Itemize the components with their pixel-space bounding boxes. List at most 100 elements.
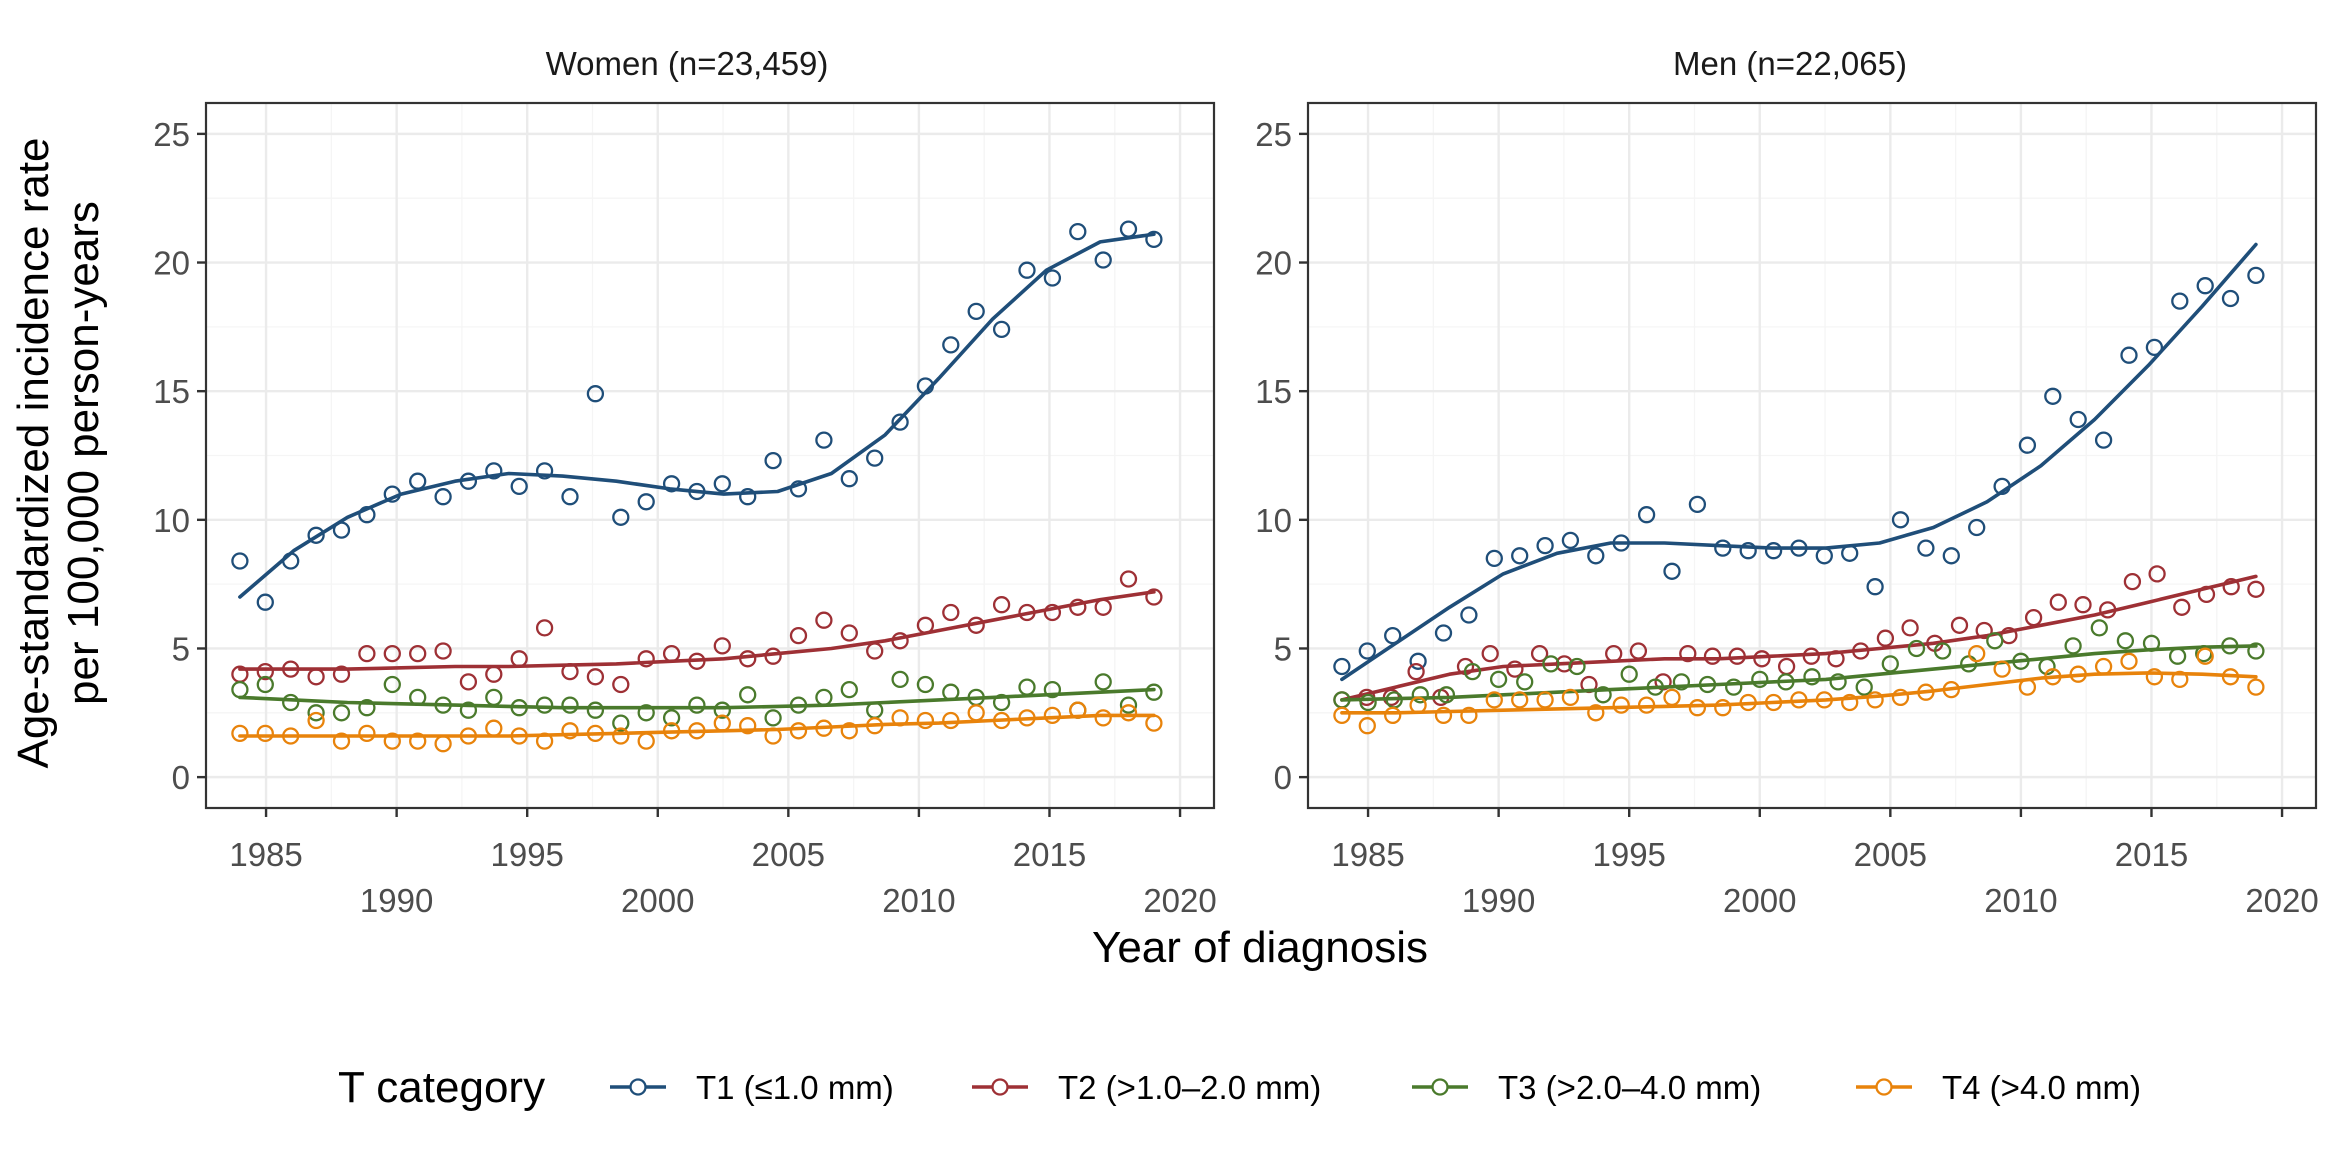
trend-line-women-t3	[238, 687, 1156, 710]
data-point-men-t3	[2116, 632, 2135, 650]
data-point-men-t3	[1803, 668, 1821, 686]
legend: T category T1 (≤1.0 mm) T2 (>1.0–2.0 mm) T…	[338, 1063, 2141, 1112]
data-point-women-t3	[637, 704, 655, 722]
data-point-women-t1	[815, 431, 833, 449]
data-point-women-t1	[459, 472, 478, 490]
data-point-men-t3	[1516, 673, 1534, 691]
data-point-women-t1	[764, 451, 782, 470]
data-point-women-t4	[307, 711, 325, 730]
data-point-women-t4	[256, 724, 274, 743]
data-point-men-t3	[1568, 657, 1586, 676]
x-tick-label: 1985	[1331, 836, 1404, 873]
data-point-men-t2	[1506, 660, 1524, 678]
data-point-women-t4	[1094, 709, 1112, 727]
data-point-men-t4	[2171, 670, 2189, 689]
data-point-men-t4	[1866, 691, 1884, 709]
x-tick-label: 1995	[1592, 836, 1665, 873]
data-point-women-t2	[1145, 588, 1163, 606]
data-point-men-t4	[1942, 680, 1960, 699]
data-point-women-t4	[1018, 709, 1036, 727]
data-point-men-t1	[1460, 606, 1478, 624]
data-point-women-t1	[510, 477, 528, 496]
data-point-men-t3	[1620, 665, 1638, 683]
data-point-men-t4	[1561, 688, 1580, 707]
data-point-men-t4	[1993, 660, 2011, 678]
data-point-men-t1	[1942, 547, 1960, 565]
data-point-women-t4	[282, 727, 300, 745]
data-point-women-t1	[535, 462, 554, 480]
data-point-women-t4	[789, 722, 808, 740]
data-point-women-t2	[662, 644, 681, 663]
data-point-men-t1	[2145, 338, 2164, 357]
data-point-women-t2	[282, 660, 300, 678]
data-point-women-t3	[1018, 678, 1036, 696]
data-point-women-t1	[358, 506, 376, 524]
data-point-men-t1	[1358, 642, 1376, 660]
data-point-men-t4	[1333, 706, 1351, 725]
data-point-men-t2	[2123, 572, 2142, 591]
data-point-women-t3	[688, 696, 706, 714]
data-point-women-t3	[891, 670, 909, 689]
data-point-women-t3	[942, 683, 960, 701]
data-point-men-t4	[1536, 691, 1554, 709]
data-point-men-t4	[1739, 693, 1757, 712]
data-point-women-t2	[1069, 598, 1087, 616]
data-point-women-t1	[637, 493, 655, 511]
data-point-men-t3	[1881, 655, 1899, 673]
data-point-women-t1	[662, 475, 681, 493]
data-point-men-t2	[1901, 619, 1919, 637]
data-point-men-t4	[1409, 696, 1427, 714]
data-point-men-t1	[1637, 506, 1656, 524]
data-point-men-t1	[2171, 292, 2189, 310]
data-point-women-t3	[789, 696, 808, 714]
data-point-women-t3	[332, 704, 351, 722]
data-point-men-t1	[1333, 657, 1351, 676]
data-point-men-t1	[1841, 544, 1859, 562]
data-point-women-t2	[688, 652, 706, 670]
data-point-women-t4	[713, 714, 731, 732]
data-point-women-t2	[535, 619, 554, 637]
data-point-men-t3	[2064, 637, 2082, 655]
data-point-women-t4	[688, 722, 706, 740]
data-point-women-t1	[612, 508, 630, 526]
data-point-women-t2	[358, 644, 376, 663]
y-axis-title-line-2: per 100,000 person-years	[59, 201, 108, 705]
data-point-men-t1	[1790, 539, 1808, 557]
data-point-women-t4	[459, 727, 478, 745]
data-point-men-t2	[2148, 565, 2166, 583]
data-point-men-t3	[1672, 673, 1691, 691]
data-point-women-t1	[332, 521, 351, 539]
data-point-women-t2	[992, 596, 1011, 614]
trend-line-men-t1	[1340, 242, 2258, 682]
legend-entry-t1: T1 (≤1.0 mm)	[610, 1069, 894, 1106]
data-point-men-t2	[2024, 608, 2043, 627]
data-point-men-t1	[1968, 518, 1986, 537]
data-point-women-t2	[891, 632, 909, 650]
data-point-women-t2	[434, 642, 452, 660]
data-point-women-t4	[586, 724, 605, 743]
data-point-women-t4	[739, 717, 757, 735]
data-point-men-t4	[1485, 691, 1503, 709]
data-point-men-t1	[1688, 495, 1707, 514]
data-point-women-t4	[434, 735, 452, 753]
y-tick-label: 20	[153, 245, 190, 282]
data-point-men-t1	[2044, 387, 2062, 405]
series-men-t1	[1333, 242, 2265, 682]
data-point-women-t2	[586, 668, 605, 686]
data-point-men-t2	[1753, 650, 1771, 668]
data-point-men-t1	[1663, 562, 1681, 580]
data-point-men-t3	[2247, 642, 2265, 660]
data-point-women-t3	[713, 701, 731, 719]
data-point-men-t4	[1612, 696, 1630, 714]
data-point-women-t3	[383, 675, 401, 694]
data-point-men-t2	[1530, 644, 1549, 663]
data-point-men-t4	[1688, 699, 1707, 717]
data-point-men-t2	[2222, 578, 2240, 596]
panel-men: Men (n=22,065) 0 5 10 15 20 25 1985 1990 1995 200…	[1255, 45, 2318, 919]
data-point-men-t1	[1409, 652, 1427, 670]
data-point-men-t4	[1460, 706, 1478, 725]
data-point-women-t4	[662, 722, 681, 740]
legend-key-marker	[1875, 1078, 1893, 1096]
data-point-women-t4	[891, 709, 909, 727]
grid-women	[206, 103, 1214, 808]
